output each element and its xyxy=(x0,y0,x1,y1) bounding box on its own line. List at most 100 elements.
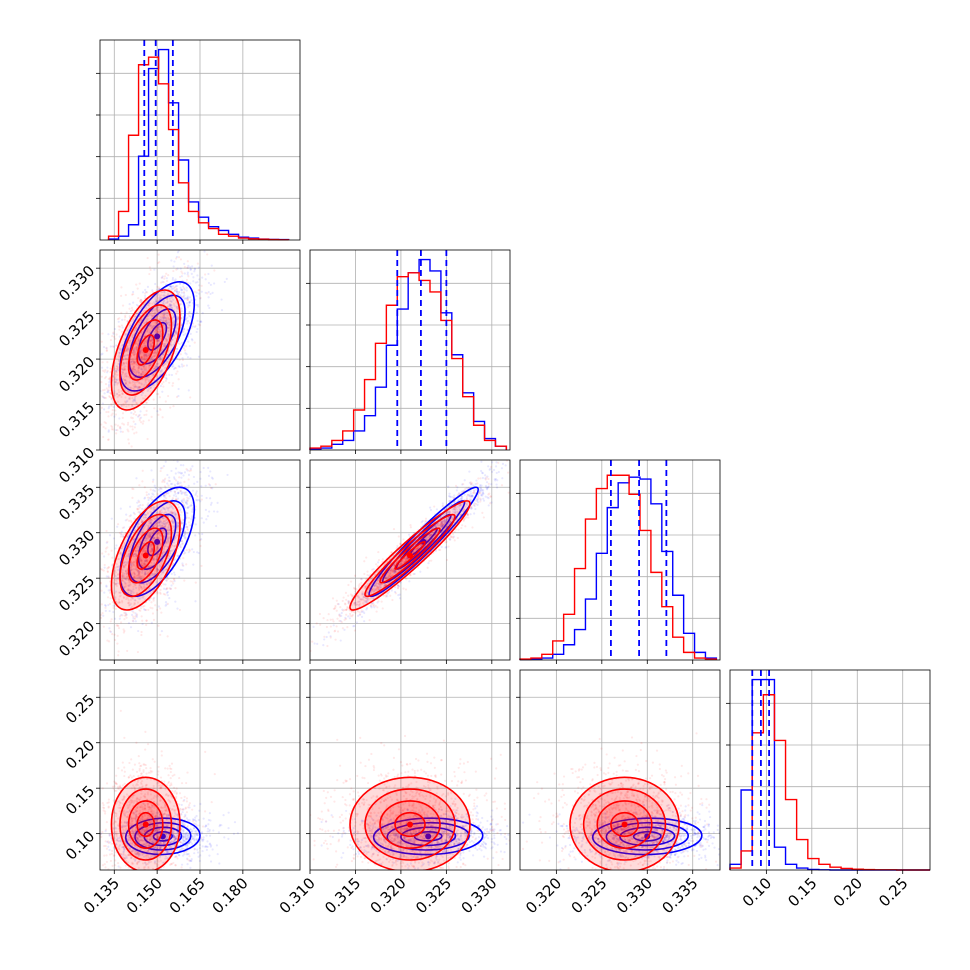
scatter-point-blue xyxy=(158,328,161,332)
scatter-point-blue xyxy=(172,323,175,326)
scatter-point-red xyxy=(107,461,109,463)
scatter-point-red xyxy=(183,492,186,495)
scatter-point-blue xyxy=(211,477,214,480)
scatter-point-blue xyxy=(172,343,175,346)
scatter-point-red xyxy=(120,324,124,327)
scatter-point-blue xyxy=(148,301,151,305)
scatter-point-blue xyxy=(114,590,118,593)
scatter-point-blue xyxy=(507,458,509,460)
scatter-point-blue xyxy=(117,320,120,323)
scatter-point-blue xyxy=(120,481,122,483)
scatter-point-red xyxy=(101,389,104,392)
scatter-point-blue xyxy=(174,467,178,470)
scatter-point-blue xyxy=(173,573,176,576)
scatter-point-red xyxy=(176,306,179,309)
scatter-point-blue xyxy=(170,344,173,347)
scatter-point-red xyxy=(89,660,91,662)
scatter-point-blue xyxy=(131,405,134,408)
scatter-point-red xyxy=(159,330,162,333)
scatter-point-blue xyxy=(100,353,103,356)
scatter-point-blue xyxy=(165,591,169,594)
scatter-point-red xyxy=(96,394,98,396)
scatter-point-red xyxy=(172,302,175,305)
scatter-point-blue xyxy=(149,358,152,361)
scatter-point-red xyxy=(104,396,107,400)
scatter-point-red xyxy=(175,287,178,291)
scatter-point-blue xyxy=(447,485,450,488)
scatter-point-blue xyxy=(149,339,153,342)
scatter-point-blue xyxy=(183,294,186,297)
scatter-point-red xyxy=(139,374,142,377)
scatter-point-red xyxy=(151,480,155,483)
scatter-point-blue xyxy=(189,504,193,507)
scatter-point-blue xyxy=(131,290,135,294)
scatter-point-blue xyxy=(107,384,110,388)
scatter-point-red xyxy=(132,359,136,362)
scatter-point-red xyxy=(121,614,124,617)
scatter-point-red xyxy=(152,355,155,358)
scatter-point-blue xyxy=(134,423,137,426)
scatter-point-blue xyxy=(132,538,135,541)
scatter-point-red xyxy=(177,503,180,506)
scatter-point-red xyxy=(106,361,109,364)
scatter-point-red xyxy=(155,321,158,324)
scatter-point-red xyxy=(135,613,139,616)
scatter-point-blue xyxy=(120,344,124,347)
scatter-point-red xyxy=(142,302,146,306)
scatter-point-red xyxy=(117,353,121,357)
scatter-point-red xyxy=(128,515,131,518)
scatter-point-blue xyxy=(200,320,203,323)
scatter-point-blue xyxy=(475,479,478,482)
scatter-point-blue xyxy=(200,494,203,497)
scatter-point-red xyxy=(131,352,134,355)
scatter-point-red xyxy=(132,384,135,387)
scatter-point-red xyxy=(132,364,135,368)
scatter-point-red xyxy=(161,316,164,319)
scatter-point-red xyxy=(156,608,159,612)
scatter-point-blue xyxy=(167,287,171,290)
scatter-point-blue xyxy=(160,297,163,300)
scatter-point-blue xyxy=(159,520,162,523)
scatter-point-blue xyxy=(187,304,190,307)
scatter-point-red xyxy=(161,480,164,483)
scatter-point-red xyxy=(175,372,178,375)
scatter-point-red xyxy=(154,330,157,333)
scatter-point-blue xyxy=(118,617,121,620)
scatter-point-blue xyxy=(172,315,175,319)
scatter-point-red xyxy=(149,268,152,272)
scatter-point-blue xyxy=(135,326,138,329)
scatter-point-blue xyxy=(126,399,129,402)
scatter-point-red xyxy=(124,401,127,405)
scatter-point-blue xyxy=(168,303,171,306)
scatter-point-red xyxy=(185,467,188,471)
scatter-point-blue xyxy=(187,484,190,487)
scatter-point-blue xyxy=(190,517,193,521)
scatter-point-blue xyxy=(142,372,145,376)
scatter-point-blue xyxy=(135,386,138,389)
scatter-point-red xyxy=(182,557,185,560)
scatter-point-red xyxy=(206,253,209,256)
scatter-point-blue xyxy=(106,366,109,369)
scatter-point-red xyxy=(172,582,175,585)
scatter-point-red xyxy=(113,367,116,370)
scatter-point-red xyxy=(113,335,116,339)
scatter-point-red xyxy=(167,317,170,320)
scatter-point-blue xyxy=(133,351,136,354)
scatter-point-blue xyxy=(137,387,140,390)
scatter-point-blue xyxy=(162,323,165,327)
scatter-point-red xyxy=(92,593,94,595)
scatter-point-red xyxy=(178,482,181,485)
scatter-point-blue xyxy=(106,371,109,374)
scatter-point-red xyxy=(143,358,146,361)
scatter-point-blue xyxy=(165,377,168,381)
scatter-point-blue xyxy=(147,498,150,502)
scatter-point-red xyxy=(155,328,158,331)
scatter-point-blue xyxy=(141,507,144,510)
scatter-point-blue xyxy=(161,280,164,283)
scatter-point-red xyxy=(152,373,155,376)
scatter-point-blue xyxy=(163,299,166,302)
scatter-point-red xyxy=(151,290,154,293)
scatter-point-red xyxy=(118,351,121,355)
scatter-point-blue xyxy=(139,556,142,559)
